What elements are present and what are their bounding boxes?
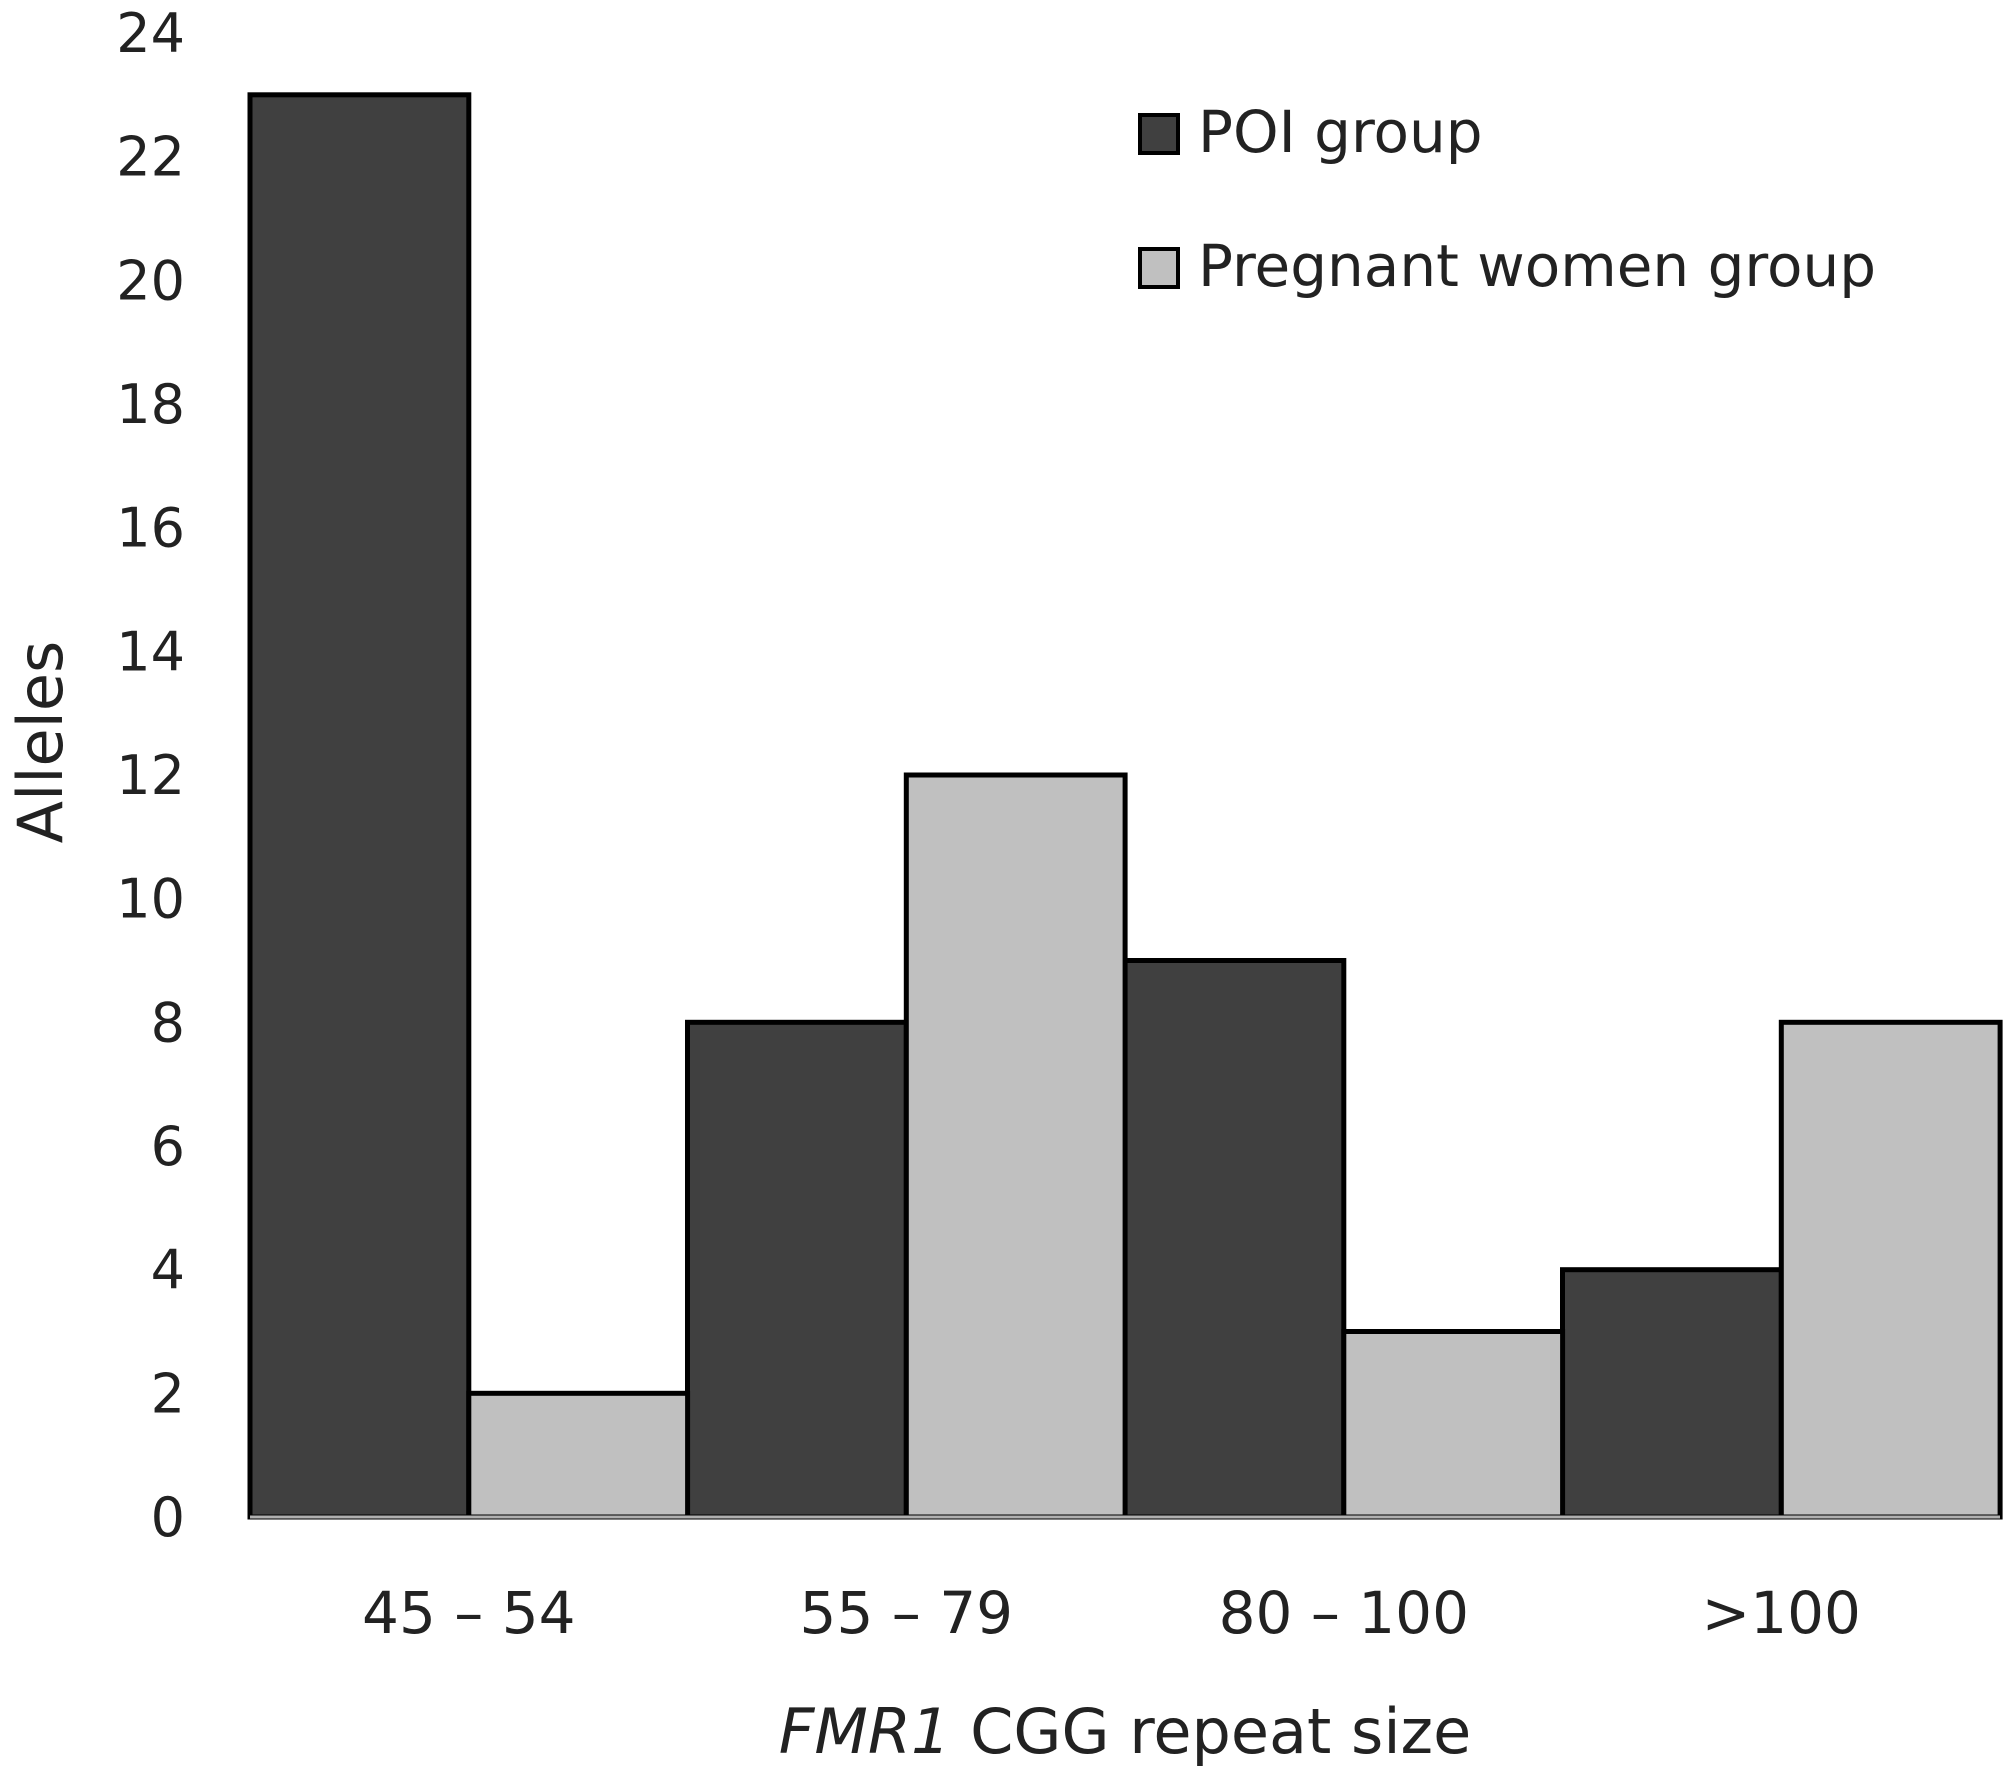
- y-tick-label: 14: [116, 620, 185, 683]
- x-tick-label: 55 – 79: [800, 1579, 1013, 1647]
- y-tick-label: 10: [116, 868, 185, 931]
- y-tick-label: 8: [151, 991, 185, 1054]
- x-axis-title-italic: FMR1: [779, 1695, 951, 1768]
- x-axis-title-rest: CGG repeat size: [950, 1695, 1471, 1768]
- y-tick-label: 24: [116, 2, 185, 65]
- legend-label-poi-group: POI group: [1198, 98, 1483, 166]
- y-tick-label: 2: [151, 1362, 185, 1425]
- x-tick-label: 45 – 54: [362, 1579, 575, 1647]
- y-tick-label: 12: [116, 744, 185, 807]
- y-tick-label: 16: [116, 497, 185, 560]
- y-tick-label: 18: [116, 373, 185, 436]
- bar-pregnant-women-group-1: [466, 1390, 691, 1520]
- x-tick-label: >100: [1702, 1579, 1861, 1647]
- y-tick-label: 0: [151, 1486, 185, 1549]
- y-tick-label: 4: [151, 1239, 185, 1302]
- bar-pregnant-women-group-4: [1778, 1019, 2003, 1520]
- y-tick-label: 22: [116, 126, 185, 189]
- x-axis: 45 – 54 55 – 79 80 – 100 >100: [250, 1515, 2000, 1647]
- legend-swatch-pregnant-women-group: [1138, 247, 1180, 289]
- x-tick-label: 80 – 100: [1219, 1579, 1469, 1647]
- legend: POI group Pregnant women group: [1138, 98, 1876, 300]
- bar-poi-group-1: [247, 92, 472, 1520]
- bar-poi-group-3: [1122, 958, 1347, 1520]
- plot-area: [247, 92, 2003, 1520]
- legend-swatch-poi-group: [1138, 113, 1180, 155]
- bar-pregnant-women-group-2: [903, 772, 1128, 1520]
- y-tick-label: 6: [151, 1115, 185, 1178]
- legend-label-pregnant-women-group: Pregnant women group: [1198, 232, 1876, 300]
- bar-pregnant-women-group-3: [1341, 1329, 1566, 1520]
- bar-poi-group-4: [1560, 1267, 1784, 1520]
- bar-poi-group-2: [685, 1019, 909, 1520]
- x-axis-title: FMR1 CGG repeat size: [779, 1695, 1471, 1768]
- y-axis-title: Alleles: [4, 641, 77, 844]
- y-tick-label: 20: [116, 249, 185, 312]
